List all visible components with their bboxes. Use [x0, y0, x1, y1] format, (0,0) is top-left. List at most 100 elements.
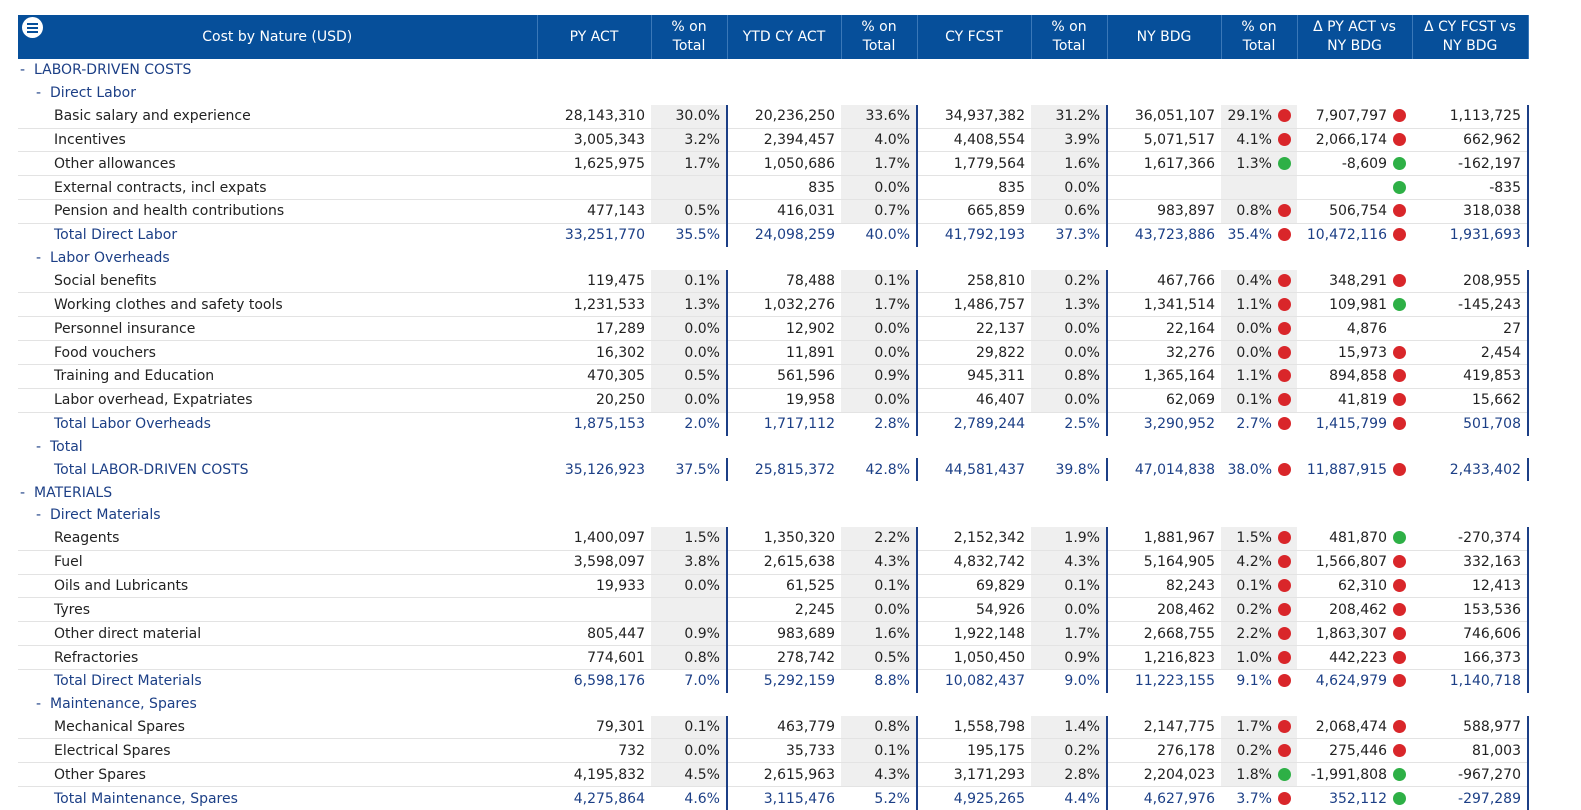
py-act-cell: [537, 597, 651, 623]
status-dot-red-icon: [1393, 674, 1406, 688]
column-header-cy-fcst[interactable]: CY FCST: [917, 15, 1032, 59]
status-dot-red-icon: [1278, 204, 1291, 218]
row-label: Tyres: [18, 597, 537, 623]
fcst-pct-cell: 0.2%: [1031, 269, 1108, 294]
status-dot-red-icon: [1278, 650, 1291, 664]
collapse-toggle-icon[interactable]: -: [36, 696, 42, 713]
delta-value: 275,446: [1329, 742, 1387, 759]
py-pct-cell: [651, 175, 728, 201]
cy-fcst-cell: 835: [917, 175, 1031, 201]
cy-fcst-cell: 54,926: [917, 597, 1031, 623]
delta-fcst-vs-bdg-cell: -162,197: [1412, 151, 1529, 177]
py-pct-cell: 3.2%: [651, 128, 728, 153]
collapse-toggle-icon[interactable]: -: [36, 85, 42, 102]
bdg-pct-cell: 2.7%: [1221, 412, 1297, 435]
column-header-delta-fcst-vs-bdg[interactable]: Δ CY FCST vs NY BDG: [1412, 15, 1529, 59]
cy-fcst-cell: 34,937,382: [917, 104, 1031, 129]
bdg-pct-value: 2.2%: [1236, 625, 1272, 642]
group-row[interactable]: - LABOR-DRIVEN COSTS: [18, 59, 1528, 82]
group-row[interactable]: - Labor Overheads: [18, 247, 1528, 270]
delta-py-vs-bdg-cell: 7,907,797: [1297, 104, 1412, 129]
delta-fcst-vs-bdg-cell: 2,433,402: [1412, 458, 1529, 482]
ytd-pct-cell: 0.5%: [841, 645, 918, 670]
bdg-pct-cell: 4.2%: [1221, 550, 1297, 575]
delta-py-vs-bdg-cell: 10,472,116: [1297, 223, 1412, 246]
py-pct-cell: 1.7%: [651, 151, 728, 177]
delta-value: 81,003: [1472, 742, 1521, 759]
delta-fcst-vs-bdg-cell: -297,289: [1412, 786, 1529, 810]
ytd-cy-act-cell: 35,733: [727, 738, 841, 764]
column-header-ytd-pct[interactable]: % on Total: [841, 15, 918, 59]
collapse-toggle-icon[interactable]: -: [20, 62, 26, 79]
bdg-pct-cell: 0.0%: [1221, 316, 1297, 342]
bdg-pct-value: 2.7%: [1236, 416, 1272, 433]
table-row: Pension and health contributions 477,143 0…: [18, 199, 1529, 224]
delta-value: 419,853: [1463, 368, 1521, 385]
ytd-cy-act-cell: 835: [727, 175, 841, 201]
group-row[interactable]: - Total: [18, 436, 1528, 459]
delta-fcst-vs-bdg-cell: 81,003: [1412, 738, 1529, 764]
hamburger-menu-icon[interactable]: [22, 17, 43, 38]
py-act-cell: 4,275,864: [573, 790, 645, 807]
delta-py-vs-bdg-cell: 41,819: [1297, 388, 1412, 413]
collapse-toggle-icon[interactable]: -: [36, 507, 42, 524]
fcst-pct-cell: 0.0%: [1031, 388, 1108, 413]
column-header-py-act[interactable]: PY ACT: [537, 15, 652, 59]
py-pct-cell: 0.5%: [651, 199, 728, 224]
fcst-pct-cell: 1.7%: [1031, 621, 1108, 647]
row-label: Total Maintenance, Spares: [54, 790, 238, 807]
delta-value: 332,163: [1463, 554, 1521, 571]
column-header-ny-bdg[interactable]: NY BDG: [1107, 15, 1222, 59]
group-cell: - MATERIALS: [18, 481, 1528, 504]
collapse-toggle-icon[interactable]: -: [20, 484, 26, 501]
bdg-pct-cell: 2.2%: [1221, 621, 1297, 647]
row-label: Fuel: [18, 550, 537, 575]
py-pct-cell: 1.3%: [651, 292, 728, 318]
column-header-ytd-cy-act[interactable]: YTD CY ACT: [727, 15, 842, 59]
ytd-cy-act-cell: 2,394,457: [727, 128, 841, 153]
group-row[interactable]: - Direct Labor: [18, 82, 1528, 105]
bdg-pct-cell: 0.4%: [1221, 269, 1297, 294]
ytd-pct-cell: 33.6%: [841, 104, 918, 129]
ny-bdg-cell: 82,243: [1107, 574, 1221, 599]
column-header-fcst-pct[interactable]: % on Total: [1031, 15, 1108, 59]
status-dot-red-icon: [1393, 578, 1406, 592]
group-label: Maintenance, Spares: [50, 696, 197, 713]
ytd-cy-act-cell: 20,236,250: [727, 104, 841, 129]
bdg-pct-cell: 35.4%: [1221, 223, 1297, 246]
ytd-cy-act-cell: 416,031: [727, 199, 841, 224]
py-act-cell: 470,305: [537, 364, 651, 389]
column-header-py-pct[interactable]: % on Total: [651, 15, 728, 59]
py-act-cell: 20,250: [537, 388, 651, 413]
fcst-pct-cell: 37.3%: [1031, 223, 1108, 247]
bdg-pct-value: 0.1%: [1236, 392, 1272, 409]
py-act-cell: 477,143: [537, 199, 651, 224]
delta-fcst-vs-bdg-cell: 419,853: [1412, 364, 1529, 389]
ytd-pct-cell: 40.0%: [841, 223, 918, 247]
ny-bdg-cell: 2,668,755: [1107, 621, 1221, 647]
collapse-toggle-icon[interactable]: -: [36, 438, 42, 455]
group-row[interactable]: - Direct Materials: [18, 504, 1528, 527]
delta-value: -145,243: [1458, 296, 1521, 313]
collapse-toggle-icon[interactable]: -: [36, 250, 42, 267]
group-row[interactable]: - Maintenance, Spares: [18, 693, 1528, 716]
group-row[interactable]: - MATERIALS: [18, 481, 1528, 504]
table-row: Social benefits 119,475 0.1% 78,488 0.1% 258,…: [18, 269, 1529, 294]
column-header-delta-py-vs-bdg[interactable]: Δ PY ACT vs NY BDG: [1297, 15, 1413, 59]
delta-value: 1,415,799: [1315, 416, 1387, 433]
ny-bdg-cell: 47,014,838: [1134, 461, 1215, 478]
ytd-cy-act-cell: 1,050,686: [727, 151, 841, 177]
bdg-pct-value: 35.4%: [1227, 227, 1272, 244]
status-dot-red-icon: [1278, 531, 1291, 545]
cy-fcst-cell: 46,407: [917, 388, 1031, 413]
delta-value: -162,197: [1458, 155, 1521, 172]
py-pct-cell: 1.5%: [651, 526, 728, 551]
ytd-cy-act-cell: 463,779: [727, 715, 841, 740]
delta-py-vs-bdg-cell: 2,068,474: [1297, 715, 1412, 740]
bdg-pct-cell: [1221, 175, 1297, 201]
status-dot-red-icon: [1393, 743, 1406, 757]
column-header-bdg-pct[interactable]: % on Total: [1221, 15, 1298, 59]
column-header-cost-by-nature[interactable]: Cost by Nature (USD): [18, 15, 538, 59]
fcst-pct-cell: 0.9%: [1031, 645, 1108, 670]
delta-value: 1,140,718: [1449, 673, 1521, 690]
